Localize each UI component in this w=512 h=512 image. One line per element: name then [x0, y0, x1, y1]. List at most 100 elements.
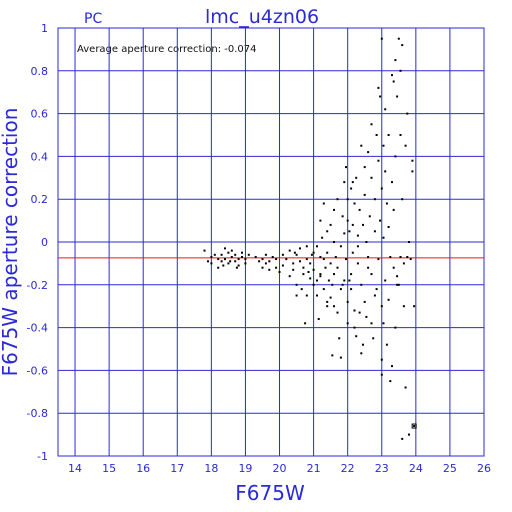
axes: 14 15 16 17 18 19 20 21 22 23 24 25 26 -1 -0.8 -0.6 -0.4…: [27, 22, 491, 475]
y-tick-label: -0.4: [27, 322, 48, 335]
data-point: [380, 305, 383, 308]
data-point: [379, 95, 382, 98]
data-point: [288, 275, 291, 278]
data-point: [358, 311, 361, 314]
average-annotation: Average aperture correction: -0.074: [77, 44, 257, 55]
data-point: [326, 305, 329, 308]
highlighted-point: [411, 423, 417, 429]
data-point: [391, 365, 393, 368]
x-tick-label: 26: [477, 462, 491, 475]
data-point: [382, 144, 385, 147]
data-point: [333, 273, 335, 276]
x-tick-label: 22: [341, 462, 355, 475]
data-point: [408, 433, 410, 436]
data-point: [365, 315, 368, 318]
data-point: [230, 256, 233, 258]
data-point: [326, 230, 329, 233]
data-point: [373, 294, 376, 297]
data-point: [261, 266, 264, 269]
data-point: [380, 373, 383, 376]
data-point: [302, 273, 305, 276]
data-point: [222, 264, 225, 267]
y-tick-label: -0.6: [27, 364, 48, 377]
data-point: [244, 258, 247, 261]
corner-label: PC: [84, 11, 102, 27]
data-point: [387, 134, 390, 136]
data-point: [387, 298, 390, 301]
data-point: [380, 37, 383, 40]
y-tick-label: -1: [37, 450, 48, 463]
data-point: [227, 262, 230, 265]
data-point: [375, 134, 378, 136]
x-tick-label: 18: [204, 462, 218, 475]
data-point: [254, 256, 257, 258]
data-point: [310, 253, 313, 256]
data-point: [295, 253, 298, 256]
data-point: [346, 300, 349, 303]
data-point: [370, 123, 373, 126]
data-point: [333, 208, 335, 211]
data-point: [329, 223, 332, 226]
data-point: [351, 251, 354, 254]
data-point: [370, 176, 373, 179]
data-point: [363, 300, 366, 303]
data-point: [292, 262, 295, 265]
data-point: [392, 208, 395, 211]
data-point: [241, 251, 243, 254]
data-point: [353, 326, 356, 329]
x-tick-label: 21: [307, 462, 321, 475]
data-point: [394, 155, 397, 158]
y-tick-label: -0.2: [27, 279, 48, 292]
data-point: [329, 262, 332, 265]
data-point: [396, 275, 399, 278]
data-point: [275, 258, 278, 261]
data-point: [397, 37, 400, 40]
data-point: [327, 279, 330, 282]
x-tick-label: 19: [238, 462, 252, 475]
data-point: [203, 249, 206, 252]
data-point: [309, 277, 312, 280]
data-point: [329, 296, 332, 299]
data-point: [300, 288, 303, 291]
data-point: [367, 256, 370, 258]
data-point: [350, 288, 353, 291]
data-point: [230, 249, 233, 252]
data-point: [264, 253, 267, 256]
data-point: [322, 288, 325, 291]
data-point: [271, 256, 274, 258]
x-tick-label: 15: [102, 462, 116, 475]
data-point: [384, 170, 387, 173]
data-point: [406, 112, 409, 115]
data-point: [264, 262, 267, 265]
data-point: [399, 134, 402, 136]
data-point: [309, 262, 312, 265]
data-point: [343, 232, 346, 235]
data-point: [346, 198, 349, 201]
data-point: [389, 380, 392, 383]
data-point: [317, 318, 320, 320]
data-point: [312, 251, 315, 254]
data-point: [304, 322, 307, 325]
data-point: [372, 337, 375, 340]
data-point: [409, 258, 412, 261]
data-point: [397, 283, 400, 286]
data-point: [295, 283, 298, 286]
data-point: [375, 288, 378, 291]
data-point: [288, 249, 291, 252]
data-point: [319, 275, 322, 278]
data-point: [384, 279, 387, 282]
data-point: [229, 260, 232, 263]
x-tick-label: 17: [170, 462, 184, 475]
data-point: [305, 258, 308, 261]
data-point: [217, 266, 220, 269]
data-point: [382, 236, 385, 239]
data-point: [312, 268, 315, 271]
data-point: [413, 305, 416, 308]
y-tick-label: 0.8: [31, 65, 49, 78]
data-point: [346, 322, 349, 325]
data-point: [261, 258, 264, 261]
data-point: [299, 247, 301, 250]
data-point: [210, 262, 213, 265]
data-point: [401, 437, 404, 440]
x-tick-label: 20: [273, 462, 287, 475]
